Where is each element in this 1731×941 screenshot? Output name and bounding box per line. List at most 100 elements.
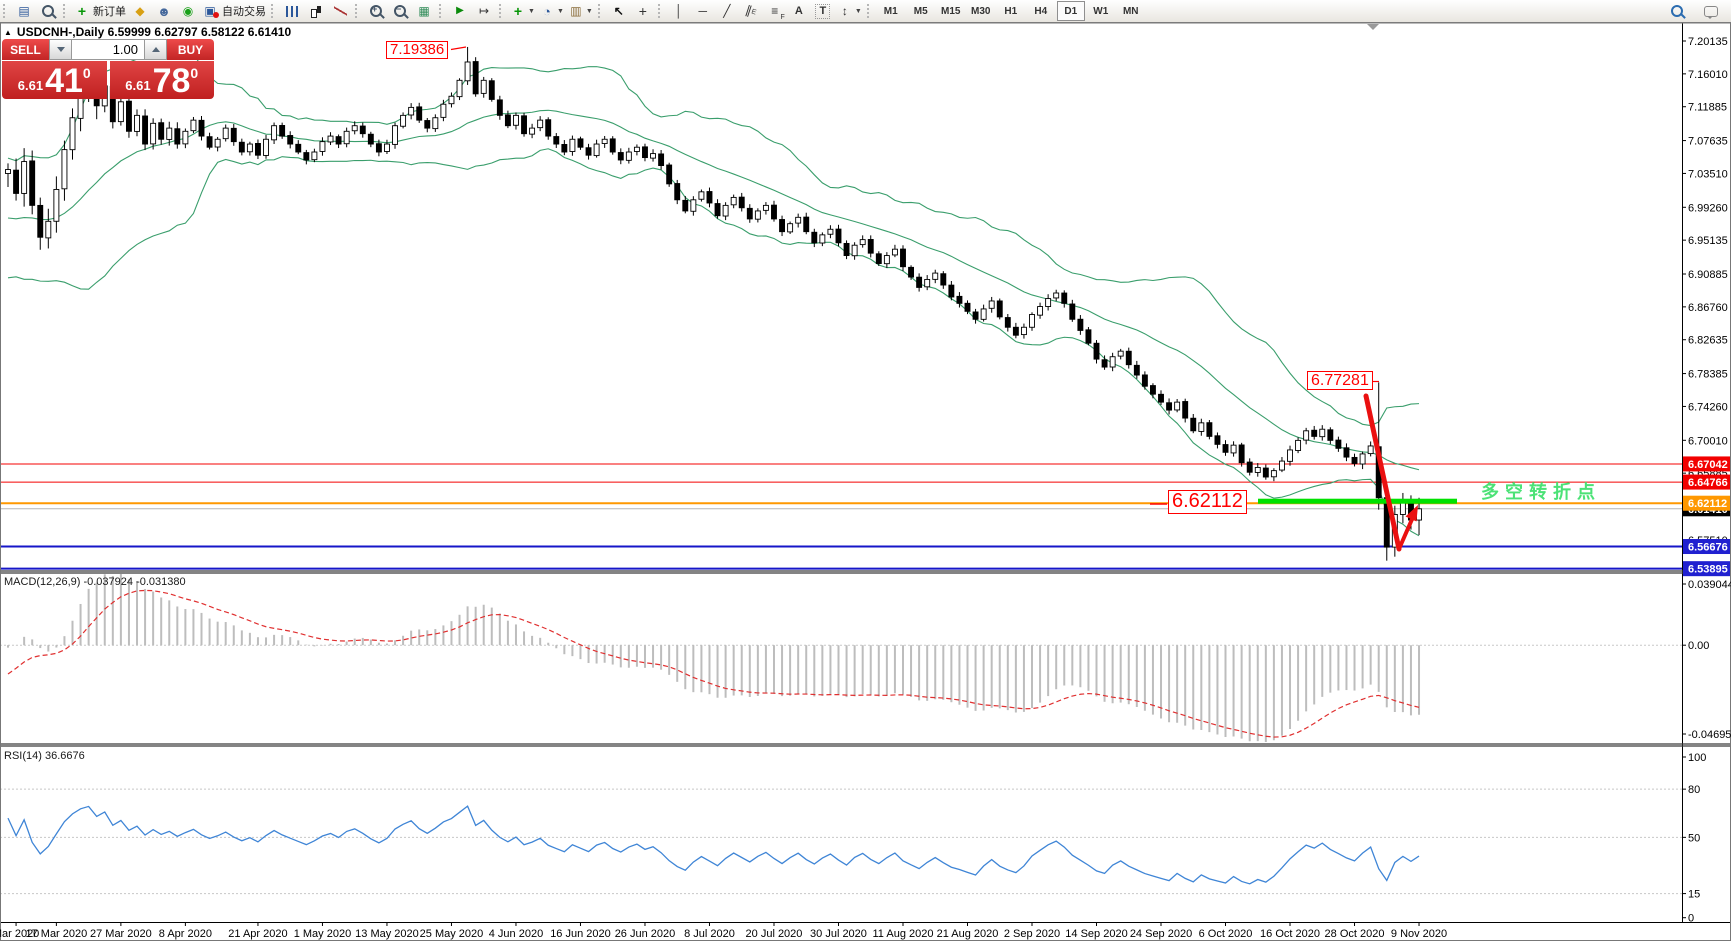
auto-trading-button[interactable]: ▣ 自动交易 <box>200 1 268 21</box>
tile-windows-button[interactable]: ▦ <box>412 1 436 21</box>
trendline-button[interactable]: ╱ <box>715 1 739 21</box>
arrows-icon: ↕ <box>841 4 848 18</box>
data-window-button[interactable] <box>36 1 60 21</box>
text-button[interactable]: A <box>787 1 811 21</box>
price-annotation-peak[interactable]: 7.19386 <box>386 41 449 60</box>
horizontal-line-button[interactable]: ─ <box>691 1 715 21</box>
svg-text:0: 0 <box>1688 913 1694 925</box>
candles-series <box>5 46 1422 561</box>
new-chart-button[interactable]: ▤ <box>12 1 36 21</box>
chevron-down-icon[interactable]: ▼ <box>585 7 593 15</box>
toolbar-grip <box>866 4 872 18</box>
svg-text:4 Jun 2020: 4 Jun 2020 <box>489 928 543 940</box>
svg-text:9 Nov 2020: 9 Nov 2020 <box>1391 928 1447 940</box>
macd-histogram <box>7 574 1421 742</box>
crosshair-button[interactable]: + <box>631 1 655 21</box>
periods-button[interactable]: ◔ ▼ <box>537 1 566 21</box>
new-order-button[interactable]: + 新订单 <box>72 1 128 21</box>
timeframe-M15-button[interactable]: M15 <box>941 5 961 17</box>
tile-windows-icon: ▦ <box>418 4 430 18</box>
new-order-label: 新订单 <box>93 6 126 18</box>
text-icon: A <box>794 4 803 17</box>
sell-button[interactable]: SELL <box>2 39 49 60</box>
horizontal-level-lines[interactable] <box>0 463 1682 570</box>
svg-text:2 Sep 2020: 2 Sep 2020 <box>1004 928 1060 940</box>
timeframe-M30-button[interactable]: M30 <box>971 5 991 17</box>
search-icon <box>1669 3 1685 19</box>
chart-shift-icon: ↦ <box>478 4 490 18</box>
timeframe-M5-button[interactable]: M5 <box>913 5 928 17</box>
toolbar-grip <box>657 4 663 18</box>
timeframe-D1-button[interactable]: D1 <box>1056 1 1085 21</box>
price-annotation-level[interactable]: 6.62112 <box>1168 490 1247 514</box>
timeframe-H4-button[interactable]: H4 <box>1034 5 1048 17</box>
svg-text:80: 80 <box>1688 784 1700 796</box>
svg-text:13 May 2020: 13 May 2020 <box>355 928 419 940</box>
signals-button[interactable]: ◉ <box>176 1 200 21</box>
timeframe-H1-button[interactable]: H1 <box>1004 5 1018 17</box>
svg-text:16 Oct 2020: 16 Oct 2020 <box>1260 928 1320 940</box>
eraser-button[interactable]: ◆ <box>128 1 152 21</box>
profile-button[interactable]: ☻ <box>152 1 176 21</box>
volume-input[interactable]: 1.00 <box>72 39 144 60</box>
person-icon: ☻ <box>157 3 171 19</box>
chevron-down-icon[interactable]: ▼ <box>556 7 564 15</box>
one-click-trading-panel: SELL 1.00 BUY 6.61 41 0 6.61 78 0 <box>2 39 214 99</box>
svg-text:11 Aug 2020: 11 Aug 2020 <box>873 928 934 940</box>
candle-chart-mode-button[interactable] <box>304 1 328 21</box>
plus-doc-icon: + <box>77 3 87 19</box>
auto-scroll-icon: ▶ <box>456 5 464 16</box>
chevron-down-icon[interactable]: ▼ <box>854 7 862 15</box>
svg-text:6.78385: 6.78385 <box>1688 369 1728 381</box>
magnifier-chart-icon <box>40 3 56 19</box>
svg-text:8 Apr 2020: 8 Apr 2020 <box>159 928 212 940</box>
price-annotation-swing[interactable]: 6.77281 <box>1307 371 1373 391</box>
robot-icon: ▣ <box>204 4 216 18</box>
trend-arrow[interactable] <box>1363 393 1418 552</box>
turning-point-line[interactable] <box>1258 498 1457 504</box>
line-chart-mode-button[interactable] <box>328 1 352 21</box>
zoom-out-button[interactable] <box>388 1 412 21</box>
timeframe-M1-button[interactable]: M1 <box>883 5 898 17</box>
eraser-icon: ◆ <box>135 4 145 18</box>
buy-button[interactable]: BUY <box>167 39 214 60</box>
svg-text:21 Apr 2020: 21 Apr 2020 <box>228 928 287 940</box>
svg-text:100: 100 <box>1688 752 1706 764</box>
auto-scroll-button[interactable]: ▶ <box>448 1 472 21</box>
svg-text:Mar 2020: Mar 2020 <box>0 928 39 940</box>
fibonacci-button[interactable]: ≡ <box>763 1 787 21</box>
indicators-button[interactable]: + ▼ <box>508 1 537 21</box>
toolbar-grip <box>271 4 276 18</box>
sell-price[interactable]: 6.61 41 0 <box>2 61 107 99</box>
volume-increase-button[interactable] <box>144 39 167 60</box>
text-label-button[interactable]: T <box>811 1 835 21</box>
trendline-icon: ╱ <box>723 4 731 18</box>
timeframe-MN-button[interactable]: MN <box>1122 5 1139 17</box>
cursor-button[interactable]: ↖ <box>607 1 631 21</box>
zoom-in-button[interactable] <box>364 1 388 21</box>
crosshair-icon: + <box>638 3 647 19</box>
turning-point-text[interactable]: 多空转折点 <box>1481 482 1601 502</box>
buy-price[interactable]: 6.61 78 0 <box>109 61 214 99</box>
bar-chart-mode-button[interactable] <box>280 1 304 21</box>
vertical-line-button[interactable]: │ <box>667 1 691 21</box>
search-button[interactable] <box>1665 1 1689 21</box>
chart-shift-marker[interactable] <box>1367 24 1379 30</box>
templates-button[interactable]: ▥ ▼ <box>566 1 595 21</box>
chevron-down-icon[interactable]: ▼ <box>528 7 535 15</box>
equidistant-channel-button[interactable]: ∥ <box>739 1 763 21</box>
svg-text:8 Jul 2020: 8 Jul 2020 <box>684 928 735 940</box>
timeframe-W1-button[interactable]: W1 <box>1093 5 1109 17</box>
volume-decrease-button[interactable] <box>49 39 72 60</box>
toolbar-grip <box>63 4 68 18</box>
chart-shift-button[interactable]: ↦ <box>472 1 496 21</box>
arrows-button[interactable]: ↕ ▼ <box>835 1 864 21</box>
chat-button[interactable] <box>1699 1 1723 21</box>
rsi-line <box>7 805 1420 885</box>
svg-text:6.53895: 6.53895 <box>1688 564 1728 576</box>
collapse-arrow-icon[interactable]: ▲ <box>4 27 12 37</box>
triangle-down-icon <box>56 47 65 56</box>
price-axis[interactable]: 7.20135 7.16010 7.11885 7.07635 7.03510 6.992… <box>1682 36 1731 925</box>
hline-icon: ─ <box>698 4 708 18</box>
